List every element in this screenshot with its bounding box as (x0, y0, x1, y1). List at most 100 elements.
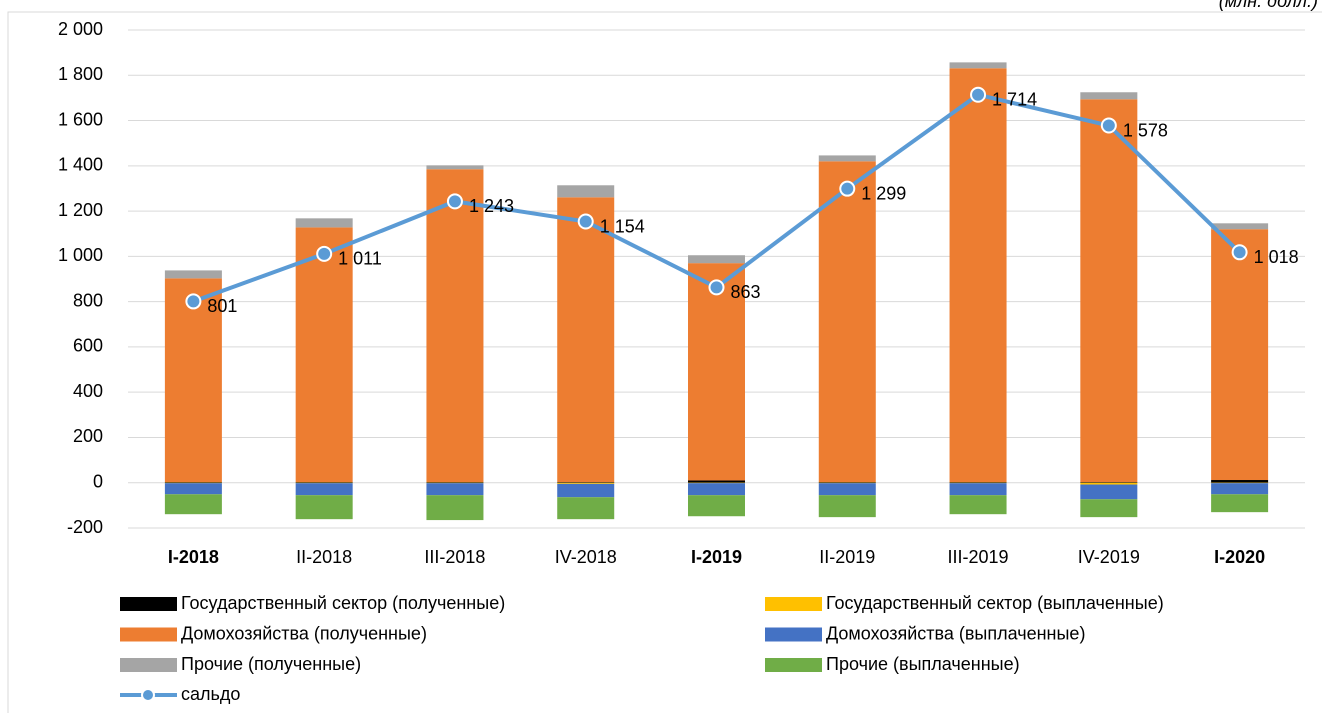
data-label: 1 714 (992, 89, 1037, 109)
y-tick-label: 0 (93, 471, 103, 491)
line-point (970, 86, 987, 103)
bar-segment (1211, 223, 1269, 230)
bar-segment (426, 165, 484, 170)
bar-segment (164, 278, 222, 483)
chart-border (7, 11, 1322, 713)
bar-segment (295, 483, 353, 496)
bar-segment (688, 480, 745, 483)
y-tick-label: 400 (73, 381, 103, 401)
bar-segment (949, 495, 1007, 515)
y-tick-label: 1 200 (58, 200, 103, 220)
data-label: 1 578 (1123, 120, 1168, 140)
bar-segment (426, 483, 484, 496)
line-point (446, 193, 463, 210)
bar-segment (164, 270, 222, 279)
bar-segment (688, 483, 745, 496)
x-tick-label: IV-2019 (1078, 547, 1140, 567)
chart-title: (млн. долл.) (1219, 0, 1318, 11)
legend-swatch (120, 627, 177, 642)
y-tick-label: 2 000 (58, 19, 103, 39)
bar-segment (949, 62, 1007, 69)
x-tick-label: III-2019 (948, 547, 1009, 567)
x-tick-label: III-2018 (424, 547, 485, 567)
bar-segment (949, 483, 1007, 496)
bar-segment (1080, 482, 1138, 485)
line-point (185, 293, 202, 310)
y-tick-label: 600 (73, 336, 103, 356)
legend-label: сальдо (181, 684, 240, 704)
legend-swatch (765, 627, 822, 642)
legend-label: Прочие (полученные) (181, 654, 361, 674)
data-label: 1 011 (338, 249, 382, 269)
y-tick-label: 1 600 (58, 109, 103, 129)
bar-segment (818, 483, 876, 496)
bar-segment (1080, 92, 1138, 100)
x-tick-label: I-2020 (1214, 547, 1265, 567)
x-tick-label: I-2018 (168, 547, 219, 567)
y-tick-label: 1 000 (58, 245, 103, 265)
data-label: 1 018 (1254, 247, 1299, 267)
bar-segment (557, 197, 615, 483)
y-tick-label: 200 (73, 426, 103, 446)
bar-segment (426, 169, 484, 483)
line-point (839, 180, 856, 197)
data-label: 1 243 (469, 196, 514, 216)
line-point (1231, 244, 1248, 261)
bar-segment (688, 263, 745, 481)
bar-segment (1080, 484, 1138, 500)
bar-segment (1080, 482, 1138, 483)
bar-segment (688, 255, 745, 264)
legend-swatch (765, 658, 822, 672)
line-point (708, 279, 725, 296)
bar-segment (295, 482, 353, 483)
bar-segment (1080, 99, 1138, 483)
legend-label: Домохозяйства (выплаченные) (826, 623, 1085, 643)
data-label: 1 154 (600, 216, 645, 236)
bar-segment (1211, 494, 1269, 513)
legend-label: Прочие (выплаченные) (826, 654, 1020, 674)
bar-segment (1211, 483, 1269, 495)
bar-segment (557, 482, 615, 483)
line-point (577, 213, 594, 230)
legend-marker (141, 688, 155, 702)
bar-segment (949, 68, 1007, 483)
bar-segment (295, 495, 353, 520)
bar-segment (557, 482, 615, 484)
line-point (316, 245, 333, 262)
bar-segment (426, 495, 484, 521)
legend-swatch (765, 597, 822, 611)
y-tick-label: 800 (73, 290, 103, 310)
bar-segment (164, 482, 222, 483)
bar-segment (818, 482, 876, 483)
x-tick-label: I-2019 (691, 547, 742, 567)
x-tick-label: II-2019 (819, 547, 875, 567)
y-tick-label: 1 800 (58, 64, 103, 84)
bar-segment (688, 495, 745, 517)
legend-swatch (120, 658, 177, 672)
legend-swatch (120, 597, 177, 611)
legend-label: Домохозяйства (полученные) (181, 623, 427, 643)
legend-label: Государственный сектор (полученные) (181, 593, 505, 613)
data-label: 801 (207, 296, 237, 316)
bar-segment (1211, 229, 1269, 481)
bar-segment (164, 483, 222, 495)
y-tick-label: -200 (67, 517, 103, 537)
bar-segment (295, 218, 353, 228)
x-tick-label: IV-2018 (555, 547, 617, 567)
bar-segment (1211, 480, 1269, 483)
bar-segment (426, 482, 484, 483)
bar-segment (949, 482, 1007, 483)
bar-segment (818, 495, 876, 518)
legend-label: Государственный сектор (выплаченные) (826, 593, 1164, 613)
bar-segment (557, 497, 615, 520)
data-label: 1 299 (861, 183, 906, 203)
bar-segment (164, 494, 222, 515)
bar-segment (557, 185, 615, 198)
bar-segment (295, 227, 353, 483)
bar-segment (1080, 499, 1138, 518)
bar-segment (557, 483, 615, 498)
bar-segment (818, 155, 876, 162)
y-tick-label: 1 400 (58, 155, 103, 175)
data-label: 863 (731, 282, 761, 302)
